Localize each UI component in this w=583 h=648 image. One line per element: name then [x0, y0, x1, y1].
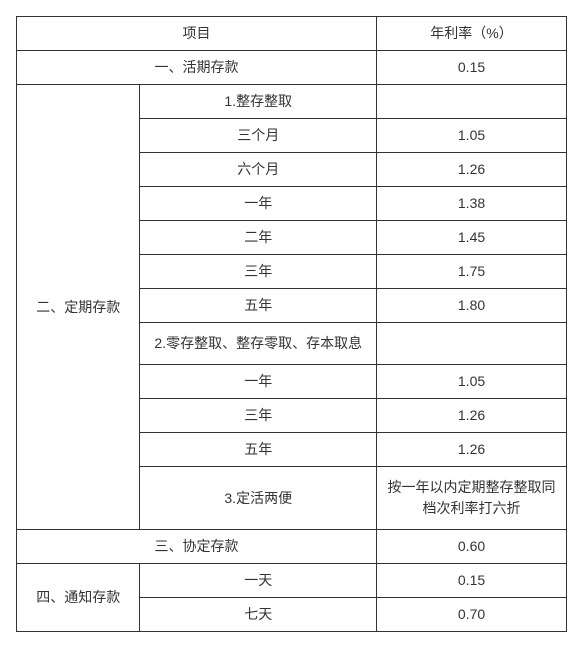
section2-label: 二、定期存款	[17, 85, 140, 530]
term-cell: 二年	[140, 221, 377, 255]
section1-row: 一、活期存款 0.15	[17, 51, 567, 85]
rate-cell: 1.38	[377, 187, 567, 221]
rate-cell: 0.15	[377, 564, 567, 598]
section2-sub2-label: 2.零存整取、整存零取、存本取息	[140, 323, 377, 365]
term-cell: 一年	[140, 187, 377, 221]
term-cell: 一天	[140, 564, 377, 598]
section4-label: 四、通知存款	[17, 564, 140, 632]
section2-sub1-header: 二、定期存款 1.整存整取	[17, 85, 567, 119]
header-row: 项目 年利率（%）	[17, 17, 567, 51]
section2-sub1-label: 1.整存整取	[140, 85, 377, 119]
section3-row: 三、协定存款 0.60	[17, 530, 567, 564]
rate-cell: 1.75	[377, 255, 567, 289]
rate-cell: 0.70	[377, 598, 567, 632]
rate-cell: 1.26	[377, 433, 567, 467]
term-cell: 六个月	[140, 153, 377, 187]
rate-cell: 1.05	[377, 119, 567, 153]
section3-rate: 0.60	[377, 530, 567, 564]
section2-sub3-rate: 按一年以内定期整存整取同档次利率打六折	[377, 467, 567, 530]
interest-rate-table: 项目 年利率（%） 一、活期存款 0.15 二、定期存款 1.整存整取 三个月 …	[16, 16, 567, 632]
term-cell: 三年	[140, 399, 377, 433]
header-rate: 年利率（%）	[377, 17, 567, 51]
rate-cell: 1.26	[377, 399, 567, 433]
term-cell: 三个月	[140, 119, 377, 153]
section3-label: 三、协定存款	[17, 530, 377, 564]
rate-cell: 1.05	[377, 365, 567, 399]
section1-label: 一、活期存款	[17, 51, 377, 85]
rate-cell: 1.26	[377, 153, 567, 187]
section2-sub3-label: 3.定活两便	[140, 467, 377, 530]
section1-rate: 0.15	[377, 51, 567, 85]
term-cell: 五年	[140, 433, 377, 467]
term-cell: 七天	[140, 598, 377, 632]
rate-cell: 1.80	[377, 289, 567, 323]
header-project: 项目	[17, 17, 377, 51]
rate-cell: 1.45	[377, 221, 567, 255]
term-cell: 五年	[140, 289, 377, 323]
section2-sub1-header-rate	[377, 85, 567, 119]
term-cell: 三年	[140, 255, 377, 289]
section4-row1: 四、通知存款 一天 0.15	[17, 564, 567, 598]
section2-sub2-header-rate	[377, 323, 567, 365]
term-cell: 一年	[140, 365, 377, 399]
